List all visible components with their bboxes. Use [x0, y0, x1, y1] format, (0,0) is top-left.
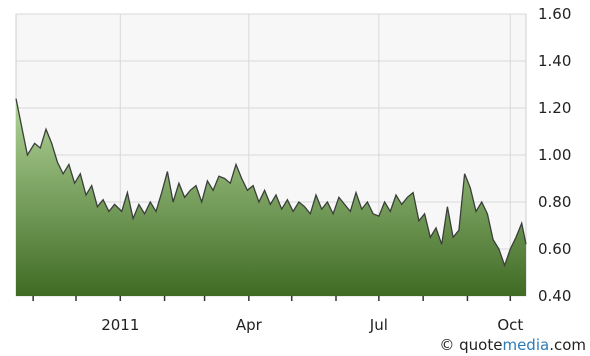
- y-tick-label: 0.60: [538, 240, 571, 258]
- y-axis-ticks: 0.40 0.60 0.80 1.00 1.20 1.40 1.60: [538, 5, 571, 305]
- y-tick-label: 1.00: [538, 146, 571, 164]
- quotemedia-credit: © quotemedia.com: [439, 336, 586, 354]
- brand-accent: media: [502, 336, 549, 354]
- x-tick-label: 2011: [101, 316, 139, 334]
- x-tick-label: Apr: [236, 316, 263, 334]
- x-tick-label: Oct: [497, 316, 523, 334]
- y-tick-label: 0.80: [538, 193, 571, 211]
- x-tick-label: Jul: [369, 316, 388, 334]
- y-tick-label: 1.40: [538, 52, 571, 70]
- y-tick-label: 0.40: [538, 287, 571, 305]
- price-line: [15, 98, 527, 268]
- brand-main: quote: [459, 336, 502, 354]
- brand-tld: .com: [549, 336, 586, 354]
- x-axis-ticks: 2011 Apr Jul Oct: [32, 296, 523, 334]
- copyright-symbol: ©: [439, 336, 454, 354]
- price-area-fill: [16, 98, 526, 296]
- y-tick-label: 1.20: [538, 99, 571, 117]
- y-tick-label: 1.60: [538, 5, 571, 23]
